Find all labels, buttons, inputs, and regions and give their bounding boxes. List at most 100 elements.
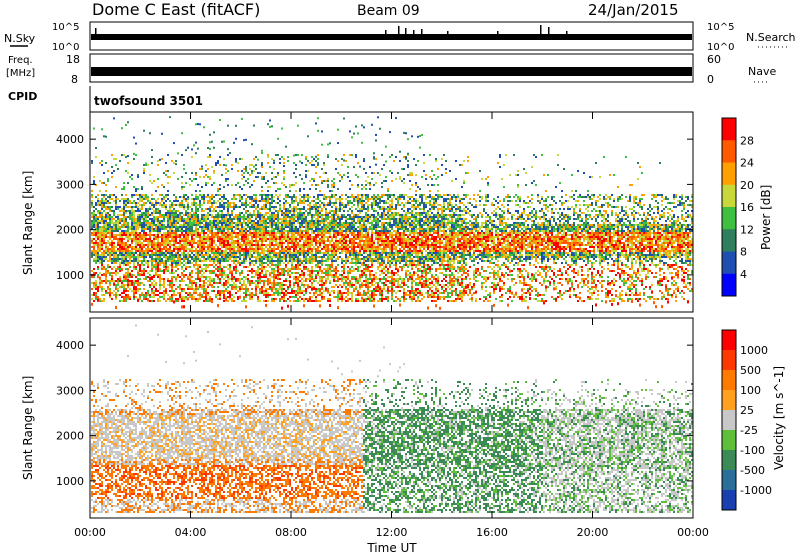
power-cell	[185, 262, 187, 264]
power-cell	[205, 226, 207, 228]
power-cell	[313, 238, 315, 240]
power-cell	[101, 236, 103, 238]
power-cell	[313, 180, 315, 182]
power-cell	[219, 258, 221, 260]
power-cell	[195, 258, 197, 260]
power-cell	[169, 248, 171, 250]
power-cell	[265, 262, 267, 264]
power-cell	[201, 248, 203, 250]
power-cell	[279, 244, 281, 246]
power-cell	[295, 198, 297, 200]
power-cell	[235, 270, 237, 272]
power-cell	[231, 242, 233, 244]
power-cell	[299, 160, 301, 163]
power-cell	[235, 242, 237, 244]
power-cell	[161, 258, 163, 260]
power-cell	[133, 268, 135, 270]
power-cell	[175, 270, 177, 272]
power-cell	[179, 260, 181, 262]
power-cell	[273, 196, 275, 198]
power-cell	[207, 240, 209, 242]
power-cell	[227, 206, 229, 208]
power-cell	[309, 248, 311, 250]
power-cell	[297, 282, 299, 284]
power-cell	[165, 174, 167, 176]
power-cell	[225, 244, 227, 246]
power-cell	[243, 282, 245, 284]
power-cell	[249, 240, 251, 242]
power-cell	[125, 274, 127, 276]
power-cell	[125, 224, 127, 226]
power-cell	[295, 258, 297, 260]
freq-unit: [MHz]	[6, 68, 35, 79]
power-cell	[157, 230, 159, 232]
power-cell	[155, 230, 157, 232]
power-cell	[177, 178, 179, 180]
power-cell	[317, 214, 319, 216]
power-cell	[279, 272, 281, 276]
power-cell	[115, 272, 117, 274]
power-cell	[211, 298, 213, 300]
power-cell	[223, 222, 225, 224]
power-cell	[269, 282, 271, 284]
power-cell	[275, 264, 277, 266]
power-cell	[283, 270, 285, 272]
power-cell	[315, 206, 317, 208]
nsearch-label: N.Search	[746, 31, 796, 44]
power-cell	[103, 196, 105, 198]
power-cell	[211, 228, 213, 230]
power-cell	[277, 254, 279, 256]
power-cell	[201, 250, 203, 252]
power-cell	[185, 242, 187, 244]
power-cell	[321, 296, 323, 298]
power-cell	[115, 284, 117, 286]
power-cell	[133, 212, 135, 214]
power-cell	[227, 234, 229, 236]
power-cell	[157, 208, 159, 210]
power-cell	[309, 208, 311, 210]
power-cell	[237, 234, 239, 236]
power-cell	[221, 236, 223, 238]
power-cell	[243, 296, 245, 298]
power-cell	[95, 282, 97, 284]
power-cell	[137, 238, 139, 240]
power-cell	[319, 190, 321, 192]
power-cell	[119, 226, 121, 228]
power-cell	[247, 252, 249, 254]
power-cell	[191, 284, 193, 286]
power-cell	[309, 262, 311, 264]
power-cell	[307, 228, 309, 230]
station-title: Dome C East (fitACF)	[92, 0, 260, 19]
power-cell	[277, 172, 279, 174]
power-cell	[237, 298, 239, 300]
power-cell	[141, 274, 143, 276]
power-cell	[205, 196, 207, 198]
power-cell	[137, 194, 139, 196]
power-cell	[151, 230, 153, 232]
power-cell	[323, 296, 325, 298]
power-cell	[271, 230, 273, 232]
power-cell	[247, 282, 249, 284]
power-cell	[101, 264, 103, 266]
power-cell	[133, 210, 135, 212]
power-cell	[311, 270, 313, 272]
power-cell	[169, 234, 171, 236]
power-cell	[101, 246, 103, 248]
power-cell	[219, 230, 221, 232]
power-cell	[161, 262, 163, 264]
power-cell	[113, 256, 115, 258]
power-cell	[243, 222, 245, 224]
power-cell	[211, 232, 213, 234]
power-cell	[143, 202, 145, 204]
power-cell	[331, 228, 333, 230]
power-cell	[121, 127, 123, 130]
power-cell	[317, 218, 319, 220]
power-cell	[215, 244, 217, 246]
power-cell	[305, 262, 307, 264]
power-cell	[151, 244, 153, 246]
power-cell	[227, 264, 229, 266]
power-cell	[267, 123, 269, 126]
power-cell	[169, 290, 171, 292]
power-cell	[133, 224, 135, 226]
power-cell	[161, 238, 163, 240]
